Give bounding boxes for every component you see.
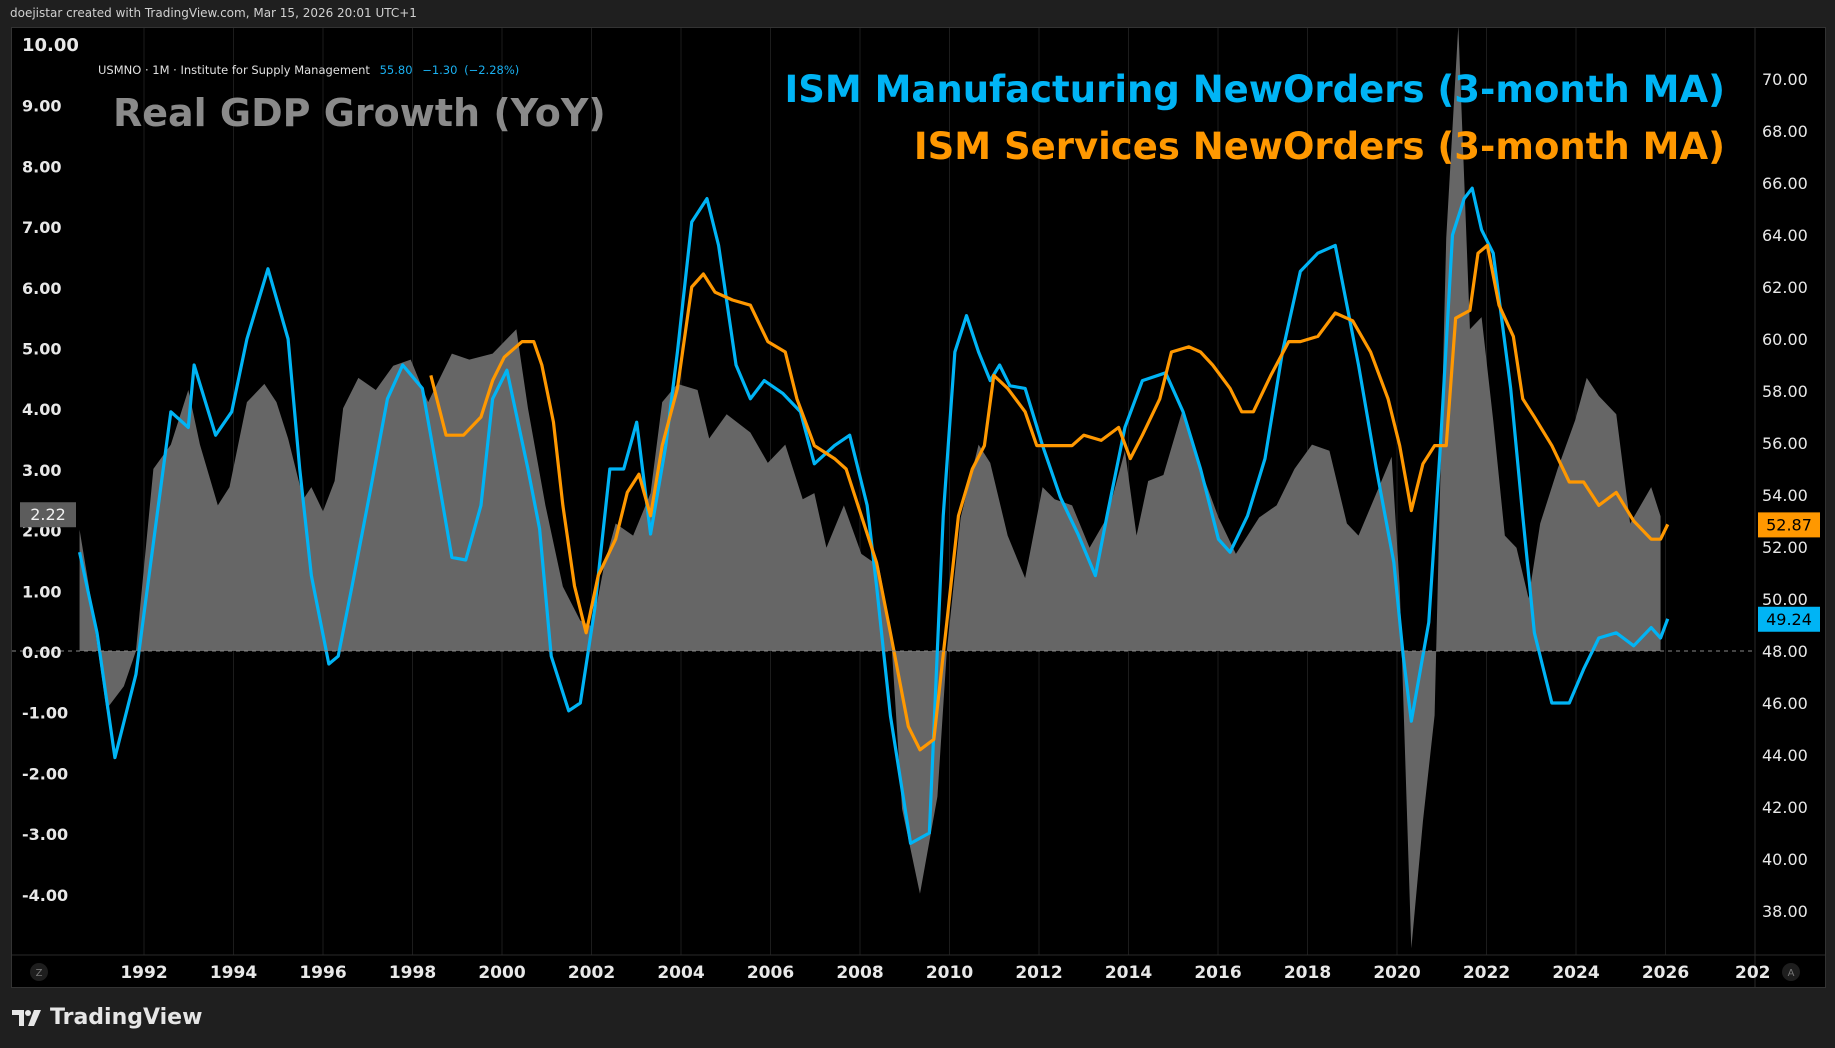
services-line bbox=[429, 243, 1670, 752]
x-axis-tick: 2024 bbox=[1552, 963, 1599, 983]
right-axis-tick: 44.00 bbox=[1762, 746, 1808, 765]
x-axis-tick: 2008 bbox=[836, 963, 883, 983]
x-axis-tick: 2018 bbox=[1284, 963, 1331, 983]
right-axis-tick: 58.00 bbox=[1762, 382, 1808, 401]
right-axis-tick: 62.00 bbox=[1762, 278, 1808, 297]
left-axis-tick: 6.00 bbox=[22, 279, 61, 298]
axis-left-button-label: Z bbox=[36, 968, 43, 979]
tradingview-logo-icon bbox=[12, 1009, 41, 1026]
x-axis-tick: 202 bbox=[1735, 963, 1771, 983]
x-axis-tick: 2006 bbox=[747, 963, 794, 983]
left-axis-tick: -4.00 bbox=[22, 886, 68, 905]
x-axis-tick: 1998 bbox=[389, 963, 436, 983]
symbol-info[interactable]: USMNO · 1M · Institute for Supply Manage… bbox=[98, 63, 519, 77]
left-axis-tick: 0.00 bbox=[22, 643, 61, 662]
x-axis-tick: 1992 bbox=[120, 963, 167, 983]
x-axis-tick: 2014 bbox=[1105, 963, 1152, 983]
gdp-title: Real GDP Growth (YoY) bbox=[113, 91, 606, 135]
axis-left-button[interactable] bbox=[30, 963, 48, 981]
x-axis-tick: 1996 bbox=[299, 963, 346, 983]
x-axis-tick: 2016 bbox=[1194, 963, 1241, 983]
last-value: 55.80 bbox=[379, 63, 413, 77]
x-axis-tick: 2020 bbox=[1373, 963, 1420, 983]
right-axis-tick: 68.00 bbox=[1762, 122, 1808, 141]
right-axis-tick: 64.00 bbox=[1762, 226, 1808, 245]
left-axis-tick: 1.00 bbox=[22, 582, 61, 601]
manufacturing-last-badge: 49.24 bbox=[1766, 610, 1812, 629]
right-axis-tick: 56.00 bbox=[1762, 434, 1808, 453]
services-last-badge-bg bbox=[1758, 512, 1820, 538]
gdp-last-badge-bg bbox=[20, 502, 76, 528]
right-axis-tick: 70.00 bbox=[1762, 70, 1808, 89]
right-axis-tick: 40.00 bbox=[1762, 850, 1808, 869]
left-axis-tick: 10.00 bbox=[22, 35, 79, 56]
left-axis-tick: 8.00 bbox=[22, 157, 61, 176]
brand-name: TradingView bbox=[50, 1005, 203, 1030]
left-axis-tick: -2.00 bbox=[22, 764, 68, 783]
x-axis-tick: 2012 bbox=[1015, 963, 1062, 983]
services-last-badge: 52.87 bbox=[1766, 515, 1812, 534]
right-axis-tick: 48.00 bbox=[1762, 642, 1808, 661]
change-value: −1.30 bbox=[422, 63, 458, 77]
chart-svg[interactable]: 10.009.008.007.006.005.004.003.002.001.0… bbox=[12, 28, 1825, 987]
right-axis-tick: 42.00 bbox=[1762, 798, 1808, 817]
left-axis-tick: 4.00 bbox=[22, 400, 61, 419]
left-axis-tick: 9.00 bbox=[22, 97, 61, 116]
gdp-last-badge: 2.22 bbox=[30, 505, 66, 524]
symbol-line: USMNO · 1M · Institute for Supply Manage… bbox=[98, 63, 370, 77]
x-axis-tick: 2000 bbox=[478, 963, 525, 983]
right-axis-tick: 52.00 bbox=[1762, 538, 1808, 557]
x-axis-tick: 2026 bbox=[1642, 963, 1689, 983]
manufacturing-last-badge-bg bbox=[1758, 606, 1820, 632]
axis-right-button-label: A bbox=[1788, 968, 1795, 979]
gdp-area bbox=[79, 28, 1661, 949]
tradingview-logo[interactable]: TradingView bbox=[12, 1005, 202, 1030]
right-axis-tick: 66.00 bbox=[1762, 174, 1808, 193]
legend-services: ISM Services NewOrders (3-month MA) bbox=[913, 125, 1725, 168]
left-axis-tick: 3.00 bbox=[22, 461, 61, 480]
left-axis-tick: -3.00 bbox=[22, 825, 68, 844]
attribution-text: doejistar created with TradingView.com, … bbox=[10, 6, 417, 20]
x-axis-tick: 1994 bbox=[210, 963, 257, 983]
x-axis-tick: 2004 bbox=[657, 963, 704, 983]
right-axis-tick: 38.00 bbox=[1762, 902, 1808, 921]
legend-manufacturing: ISM Manufacturing NewOrders (3-month MA) bbox=[784, 68, 1725, 111]
axis-right-button[interactable] bbox=[1782, 963, 1800, 981]
left-axis-tick: 5.00 bbox=[22, 340, 61, 359]
left-axis-tick: -1.00 bbox=[22, 704, 68, 723]
x-axis-tick: 2022 bbox=[1463, 963, 1510, 983]
chart-panel[interactable]: 10.00 9.00 8.00 7.00 6.00 5.00 4.00 3.00 2.00 1.0… bbox=[11, 27, 1826, 988]
right-axis-tick: 50.00 bbox=[1762, 590, 1808, 609]
right-axis-tick: 46.00 bbox=[1762, 694, 1808, 713]
change-pct: (−2.28%) bbox=[464, 63, 520, 77]
x-axis-tick: 2002 bbox=[568, 963, 615, 983]
left-axis-tick: 7.00 bbox=[22, 218, 61, 237]
x-axis-tick: 2010 bbox=[926, 963, 973, 983]
manufacturing-line bbox=[77, 186, 1670, 845]
right-axis-tick: 54.00 bbox=[1762, 486, 1808, 505]
right-axis-tick: 60.00 bbox=[1762, 330, 1808, 349]
